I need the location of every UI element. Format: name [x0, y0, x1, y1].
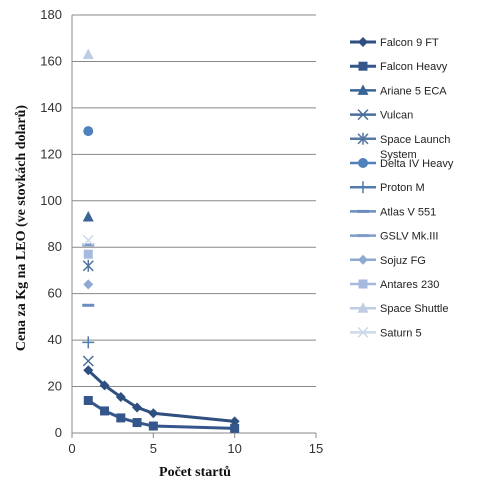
series-10 — [83, 249, 93, 259]
y-tick-label: 120 — [40, 146, 62, 161]
y-tick-label: 180 — [40, 7, 62, 22]
legend-marker — [357, 209, 369, 213]
legend-label: Delta IV Heavy — [380, 158, 454, 170]
x-tick-labels: 0 5 10 15 — [68, 441, 323, 456]
legend-label: GSLV Mk.III — [380, 231, 438, 243]
y-axis-title: Cena za Kg na LEO (ve stovkách dolarů) — [14, 105, 29, 352]
series-12 — [82, 234, 94, 246]
legend-label: Falcon 9 FT — [380, 37, 439, 49]
legend-marker — [357, 326, 369, 338]
x-tick-label: 5 — [150, 441, 157, 456]
series-0 — [83, 365, 240, 427]
legend-item: Space Launch System — [350, 132, 450, 161]
legend-marker — [358, 158, 368, 168]
series-7 — [82, 303, 95, 307]
data-point — [99, 380, 110, 391]
legend-marker — [357, 84, 369, 95]
legend-marker — [357, 109, 369, 121]
y-tick-label: 160 — [40, 53, 62, 68]
data-point — [148, 421, 158, 431]
data-point — [100, 406, 110, 416]
legend-item: Atlas V 551 — [350, 206, 436, 218]
legend-marker — [358, 37, 368, 47]
data-point — [230, 423, 240, 433]
legend-marker — [357, 234, 369, 238]
data-point — [83, 365, 94, 376]
legend-label: Falcon Heavy — [380, 61, 448, 73]
data-point — [148, 408, 159, 419]
legend-label: Atlas V 551 — [380, 206, 436, 218]
legend-item: Space Shuttle — [350, 302, 449, 315]
series-3 — [82, 355, 94, 367]
legend-label: Proton M — [380, 182, 425, 194]
series-8 — [82, 243, 95, 247]
legend-item: Falcon 9 FT — [350, 37, 439, 49]
data-point — [82, 48, 94, 59]
series — [82, 48, 240, 433]
y-tick-label: 40 — [48, 332, 62, 347]
legend-item: Proton M — [350, 181, 425, 194]
legend-item: Saturn 5 — [350, 326, 422, 339]
y-tick-label: 80 — [48, 239, 62, 254]
data-point — [82, 243, 95, 247]
legend-marker — [358, 279, 368, 289]
data-point — [132, 418, 142, 428]
data-point — [115, 392, 126, 403]
legend-item: Ariane 5 ECA — [350, 84, 447, 97]
series-2 — [82, 211, 94, 222]
series-6 — [82, 336, 95, 349]
legend-item: Antares 230 — [350, 279, 439, 291]
data-point — [82, 303, 95, 307]
legend-marker — [357, 181, 369, 194]
axes — [71, 15, 317, 438]
legend-item: Vulcan — [350, 109, 413, 122]
legend: Falcon 9 FT Falcon Heavy Ariane 5 ECA Vulca… — [350, 37, 454, 339]
x-tick-label: 10 — [227, 441, 241, 456]
series-line — [87, 369, 235, 423]
legend-label: Space Launch System — [380, 134, 450, 161]
y-tick-label: 20 — [48, 379, 62, 394]
data-point — [83, 249, 93, 259]
data-point — [132, 402, 143, 413]
data-point — [82, 355, 94, 367]
y-tick-label: 0 — [55, 425, 62, 440]
legend-marker — [357, 302, 369, 313]
series-11 — [82, 48, 94, 59]
legend-marker — [358, 61, 368, 71]
y-tick-label: 100 — [40, 193, 62, 208]
legend-item: Falcon Heavy — [350, 61, 448, 73]
legend-marker — [358, 254, 368, 265]
y-tick-label: 60 — [48, 286, 62, 301]
data-point — [116, 413, 126, 423]
y-tick-labels: 0 20 40 60 80 100 120 140 160 180 — [40, 7, 62, 440]
legend-item: GSLV Mk.III — [350, 231, 438, 243]
legend-label: Ariane 5 ECA — [380, 85, 447, 97]
legend-label: Sojuz FG — [380, 255, 426, 267]
data-point — [83, 126, 94, 137]
legend-label: Antares 230 — [380, 279, 439, 291]
legend-marker — [357, 132, 369, 145]
data-point — [82, 211, 94, 222]
data-point — [83, 395, 93, 405]
series-1 — [83, 395, 240, 433]
x-tick-label: 0 — [68, 441, 75, 456]
series-5 — [83, 126, 94, 137]
legend-label: Vulcan — [380, 110, 413, 122]
series-4 — [82, 259, 94, 272]
x-tick-label: 15 — [309, 441, 323, 456]
legend-label: Space Shuttle — [380, 303, 449, 315]
legend-label: Saturn 5 — [380, 327, 422, 339]
y-tick-label: 140 — [40, 100, 62, 115]
data-point — [83, 279, 94, 290]
x-axis-title: Počet startů — [159, 465, 231, 480]
data-point — [82, 259, 94, 272]
legend-item: Sojuz FG — [350, 255, 426, 267]
data-point — [82, 234, 94, 246]
data-point — [82, 336, 95, 349]
gridlines — [72, 14, 316, 388]
series-9 — [83, 279, 94, 290]
legend-item: Delta IV Heavy — [350, 158, 454, 170]
